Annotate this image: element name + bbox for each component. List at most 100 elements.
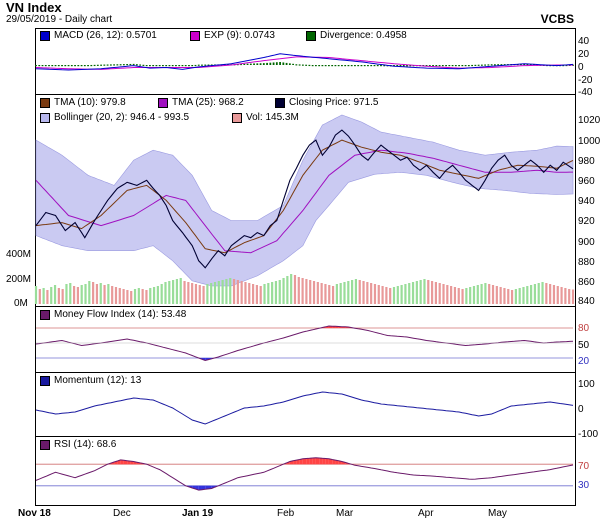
volume-bar	[198, 285, 201, 304]
rsi-overbought-fill	[335, 460, 339, 465]
macd-line	[35, 53, 574, 71]
x-tick-label: Feb	[277, 508, 295, 519]
macd-divergence-bar	[145, 65, 148, 67]
volume-bar	[80, 285, 83, 304]
rsi-overbought-fill	[325, 458, 329, 465]
x-tick-label: Apr	[418, 508, 434, 519]
volume-bar	[305, 279, 308, 304]
volume-bar	[107, 284, 110, 304]
volume-bar	[213, 282, 217, 304]
volume-bar	[187, 282, 190, 304]
macd-divergence-bar	[301, 64, 304, 66]
volume-bar	[503, 288, 506, 304]
macd-ytick: 20	[578, 49, 590, 60]
volume-bar	[510, 290, 514, 304]
volume-bar	[309, 280, 312, 304]
volume-bar	[133, 289, 137, 304]
macd-divergence-bar	[334, 65, 337, 67]
volume-bar	[495, 286, 498, 304]
rsi-overbought-fill	[322, 458, 326, 465]
macd-divergence-bar	[562, 65, 565, 67]
macd-divergence-bar	[64, 65, 67, 67]
volume-bar	[145, 290, 148, 304]
legend-label-vol: Vol: 145.3M	[246, 112, 299, 123]
macd-divergence-bar	[292, 63, 295, 65]
momentum-panel	[35, 372, 576, 437]
legend-bollinger: Bollinger (20, 2): 946.4 - 993.5	[40, 112, 189, 123]
legend-label-mfi: Money Flow Index (14): 53.48	[54, 309, 187, 320]
macd-divergence-bar	[380, 65, 382, 67]
volume-bar	[411, 282, 415, 304]
legend-close: Closing Price: 971.5	[275, 97, 379, 108]
volume-bar	[244, 282, 247, 304]
macd-divergence-bar	[409, 65, 412, 67]
rsi-overbought-fill	[127, 460, 131, 465]
volume-bar	[122, 289, 125, 304]
legend-label-exp: EXP (9): 0.0743	[204, 30, 275, 41]
macd-divergence-bar	[207, 64, 210, 66]
rsi-overbought-fill	[296, 459, 300, 465]
x-tick-label: Mar	[336, 508, 354, 519]
volume-bar	[480, 284, 483, 304]
volume-bar	[366, 282, 369, 304]
macd-divergence-bar	[70, 65, 73, 67]
broker-label: VCBS	[540, 12, 574, 26]
macd-divergence-bar	[328, 65, 330, 67]
volume-bar	[415, 281, 418, 304]
volume-tick: 400M	[6, 249, 32, 260]
macd-divergence-bar	[259, 63, 262, 65]
volume-bar	[229, 278, 232, 304]
volume-bar	[564, 288, 567, 304]
volume-bar	[438, 283, 441, 304]
volume-bar	[331, 286, 335, 304]
macd-divergence-bar	[181, 65, 184, 67]
volume-bar	[522, 287, 525, 304]
volume-bar	[38, 289, 41, 304]
volume-bar	[465, 288, 468, 304]
price-ytick: 900	[578, 237, 595, 248]
macd-divergence-bar	[269, 62, 272, 65]
volume-bar	[381, 286, 384, 304]
macd-divergence-bar	[132, 63, 135, 66]
volume-bar	[549, 284, 552, 304]
macd-divergence-bar	[162, 65, 164, 67]
macd-divergence-bar	[480, 64, 483, 66]
volume-bar	[217, 281, 220, 304]
momentum-line	[35, 391, 574, 425]
volume-bar	[53, 285, 57, 304]
closing-price-line	[35, 129, 574, 269]
rsi-overbought-fill	[120, 459, 124, 465]
volume-bar	[385, 287, 388, 304]
legend-vol: Vol: 145.3M	[232, 112, 299, 123]
macd-divergence-bar	[165, 65, 168, 67]
volume-bar	[210, 283, 213, 304]
legend-swatch-tma10	[40, 97, 50, 108]
macd-divergence-bar	[406, 65, 408, 67]
macd-divergence-bar	[48, 65, 50, 67]
volume-bar	[42, 288, 45, 304]
mfi-ytick: 80	[578, 323, 590, 334]
rsi-oversold-fill	[201, 485, 206, 490]
volume-bar	[290, 274, 293, 304]
volume-bar	[343, 282, 346, 304]
macd-divergence-bar	[38, 65, 41, 67]
volume-bar	[248, 283, 251, 304]
legend-swatch-mfi	[40, 309, 50, 320]
volume-bar	[152, 287, 156, 304]
volume-bar	[354, 279, 358, 304]
x-tick-label: Jan 19	[182, 508, 214, 519]
rsi-overbought-fill	[328, 458, 333, 465]
x-tick-label: Nov 18	[18, 508, 51, 519]
macd-divergence-bar	[246, 63, 249, 65]
macd-divergence-bar	[240, 63, 242, 66]
volume-bar	[240, 281, 243, 304]
volume-bar	[191, 283, 194, 304]
volume-bar	[225, 279, 228, 304]
macd-divergence-bar	[438, 65, 441, 67]
volume-bar	[377, 285, 380, 304]
volume-bar	[76, 287, 79, 304]
macd-divergence-bar	[175, 65, 177, 67]
macd-divergence-bar	[54, 65, 57, 67]
volume-bar	[373, 284, 377, 304]
